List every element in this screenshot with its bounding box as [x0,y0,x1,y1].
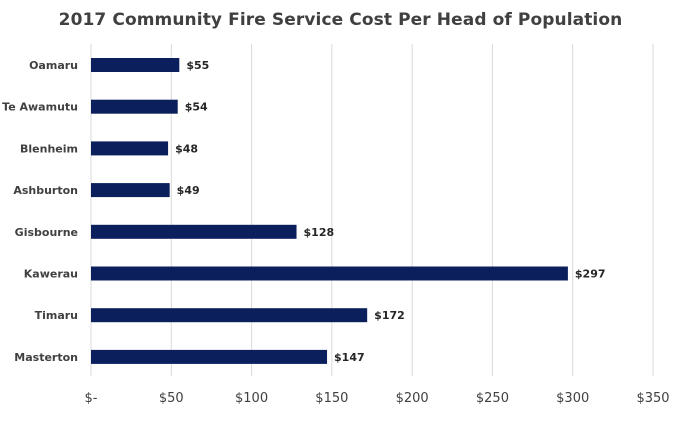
category-label-5: Kawerau [24,268,78,281]
chart-title: 2017 Community Fire Service Cost Per Hea… [58,10,623,30]
bar-5 [91,266,568,281]
category-label-3: Ashburton [13,184,78,197]
x-tick-label-2: $100 [235,391,268,406]
x-tick-label-4: $200 [396,391,429,406]
bar-1 [91,99,178,114]
x-tick-label-1: $50 [159,391,184,406]
category-label-2: Blenheim [20,142,78,155]
value-label-1: $54 [185,101,208,114]
bar-7 [91,349,328,364]
value-label-7: $147 [334,351,365,364]
value-label-5: $297 [575,268,606,281]
value-label-2: $48 [175,142,198,155]
bar-3 [91,183,170,198]
x-tick-label-7: $350 [636,391,669,406]
bar-4 [91,224,297,239]
x-tick-label-6: $300 [556,391,589,406]
bar-0 [91,58,180,72]
value-label-6: $172 [374,309,405,322]
value-label-0: $55 [186,59,209,72]
category-label-1: Te Awamutu [2,101,78,114]
bar-6 [91,308,368,323]
bar-2 [91,141,169,156]
x-tick-label-0: $- [85,391,98,406]
value-label-3: $49 [177,184,200,197]
value-label-4: $128 [304,226,335,239]
category-label-6: Timaru [35,309,78,322]
category-label-7: Masterton [14,351,78,364]
x-tick-label-5: $250 [476,391,509,406]
category-label-0: Oamaru [29,59,78,72]
x-tick-label-3: $150 [315,391,348,406]
category-label-4: Gisbourne [15,226,78,239]
